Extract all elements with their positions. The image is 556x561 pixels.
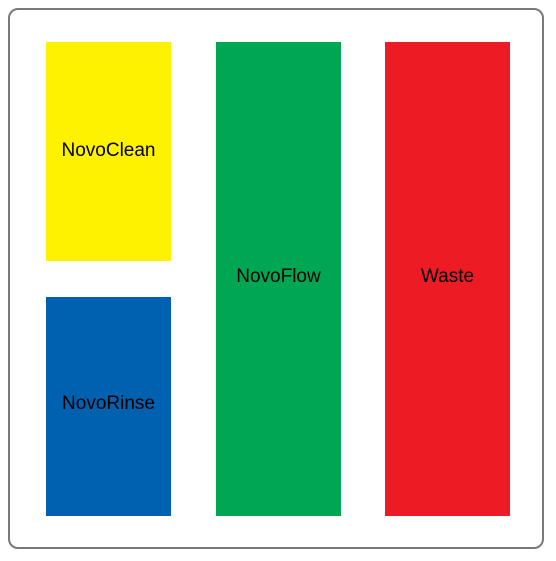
waste-label: Waste xyxy=(420,266,475,287)
novoflow-label: NovoFlow xyxy=(236,266,321,287)
novoclean-label: NovoClean xyxy=(61,139,156,161)
novorinse-label: NovoRinse xyxy=(62,392,155,414)
novoflow-container: NovoFlow xyxy=(216,42,341,516)
waste-container: Waste xyxy=(385,42,510,516)
novorinse-container: NovoRinse xyxy=(46,297,171,516)
novoclean-container: NovoClean xyxy=(46,42,171,261)
